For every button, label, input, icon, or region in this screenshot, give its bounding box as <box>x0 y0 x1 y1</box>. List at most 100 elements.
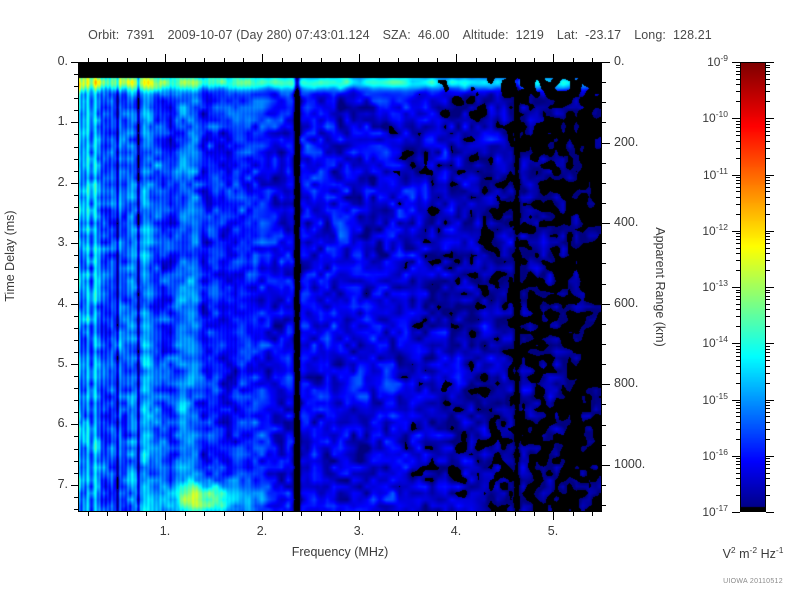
colorbar-minor-tick <box>766 91 770 92</box>
colorbar-minor-tick <box>766 187 770 188</box>
x-axis-top-tick <box>456 54 457 62</box>
y-axis-left-tick-label: 7. <box>57 477 68 491</box>
x-axis-top-tick <box>495 58 496 62</box>
colorbar-minor-tick <box>736 296 740 297</box>
colorbar-minor-tick <box>766 180 770 181</box>
x-axis-tick-label: 3. <box>353 524 365 538</box>
x-axis-minor-tick <box>107 512 108 516</box>
colorbar-minor-tick <box>766 316 770 317</box>
x-axis-minor-tick <box>418 512 419 516</box>
y-axis-left-tick-label: 4. <box>57 296 68 310</box>
colorbar-tick-label: 10-10 <box>702 109 728 125</box>
colorbar-minor-tick <box>736 101 740 102</box>
colorbar-minor-tick <box>736 352 740 353</box>
colorbar-minor-tick <box>766 233 770 234</box>
colorbar-minor-tick <box>736 326 740 327</box>
colorbar-major-tick <box>732 456 740 457</box>
y-axis-right-major-tick <box>602 143 610 144</box>
x-axis-minor-tick <box>340 512 341 516</box>
colorbar-tick-label: 10-15 <box>702 391 728 407</box>
y-axis-left-major-tick <box>71 364 78 365</box>
spectrogram-plot-area <box>78 62 602 512</box>
y-axis-left-minor-tick <box>74 328 78 329</box>
colorbar-minor-tick <box>736 349 740 350</box>
colorbar-minor-tick <box>766 326 770 327</box>
colorbar-minor-tick <box>736 309 740 310</box>
x-axis-top-tick <box>321 58 322 62</box>
colorbar-minor-tick <box>766 158 770 159</box>
colorbar-minor-tick <box>736 464 740 465</box>
y-axis-right-tick-label: 200. <box>614 135 639 149</box>
colorbar-major-tick <box>766 118 774 119</box>
sza-value: 46.00 <box>417 28 450 42</box>
y-axis-left-tick-label: 3. <box>57 235 68 249</box>
x-axis-minor-tick <box>379 512 380 516</box>
colorbar-major-tick <box>766 62 774 63</box>
y-axis-right-tick-label: 0. <box>614 54 625 68</box>
y-axis-left-major-tick <box>71 485 78 486</box>
y-axis-left-minor-tick <box>74 134 78 135</box>
y-axis-left-minor-tick <box>74 207 78 208</box>
colorbar-minor-tick <box>736 402 740 403</box>
colorbar-minor-tick <box>766 464 770 465</box>
colorbar-minor-tick <box>736 412 740 413</box>
x-axis-title: Frequency (MHz) <box>291 545 389 559</box>
colorbar-minor-tick <box>736 422 740 423</box>
y-axis-left-title: Time Delay (ms) <box>3 210 17 302</box>
colorbar-minor-tick <box>736 141 740 142</box>
y-axis-right-major-tick <box>602 304 610 305</box>
colorbar-tick-label: 10-14 <box>702 334 728 350</box>
y-axis-left-minor-tick <box>74 388 78 389</box>
x-axis-major-tick <box>553 512 554 520</box>
colorbar-minor-tick <box>736 346 740 347</box>
colorbar-minor-tick <box>766 214 770 215</box>
y-axis-left-minor-tick <box>74 98 78 99</box>
colorbar-major-tick <box>732 343 740 344</box>
colorbar-minor-tick <box>766 402 770 403</box>
y-axis-right-major-tick <box>602 223 610 224</box>
x-axis-top-tick <box>165 54 166 62</box>
colorbar-minor-tick <box>766 412 770 413</box>
colorbar-minor-tick <box>766 373 770 374</box>
y-axis-left-major-tick <box>71 424 78 425</box>
colorbar <box>740 62 766 512</box>
y-axis-right-minor-tick <box>602 485 606 486</box>
colorbar-major-tick <box>766 512 774 513</box>
colorbar-tick-label: 10-9 <box>707 53 728 69</box>
y-axis-left-minor-tick <box>74 171 78 172</box>
colorbar-minor-tick <box>736 290 740 291</box>
y-axis-left-minor-tick <box>74 436 78 437</box>
y-axis-right-minor-tick <box>602 404 606 405</box>
x-axis-tick-label: 1. <box>159 524 171 538</box>
colorbar-minor-tick <box>736 270 740 271</box>
colorbar-minor-tick <box>766 121 770 122</box>
colorbar-minor-tick <box>736 236 740 237</box>
colorbar-minor-tick <box>766 429 770 430</box>
colorbar-minor-tick <box>736 495 740 496</box>
y-axis-left-minor-tick <box>74 497 78 498</box>
colorbar-minor-tick <box>736 74 740 75</box>
colorbar-minor-tick <box>736 383 740 384</box>
colorbar-minor-tick <box>736 473 740 474</box>
colorbar-minor-tick <box>736 67 740 68</box>
x-axis-minor-tick <box>321 512 322 516</box>
colorbar-minor-tick <box>766 71 770 72</box>
colorbar-minor-tick <box>766 304 770 305</box>
colorbar-minor-tick <box>766 270 770 271</box>
colorbar-major-tick <box>732 287 740 288</box>
colorbar-minor-tick <box>766 135 770 136</box>
header-metadata: Orbit: 7391 2009-10-07 (Day 280) 07:43:01.… <box>0 28 800 42</box>
x-axis-minor-tick <box>573 512 574 516</box>
y-axis-left-major-tick <box>71 122 78 123</box>
colorbar-minor-tick <box>736 79 740 80</box>
colorbar-minor-tick <box>766 191 770 192</box>
colorbar-minor-tick <box>766 461 770 462</box>
colorbar-minor-tick <box>736 124 740 125</box>
colorbar-minor-tick <box>766 495 770 496</box>
colorbar-minor-tick <box>766 243 770 244</box>
colorbar-minor-tick <box>766 360 770 361</box>
colorbar-minor-tick <box>766 346 770 347</box>
colorbar-minor-tick <box>766 84 770 85</box>
x-axis-minor-tick <box>437 512 438 516</box>
